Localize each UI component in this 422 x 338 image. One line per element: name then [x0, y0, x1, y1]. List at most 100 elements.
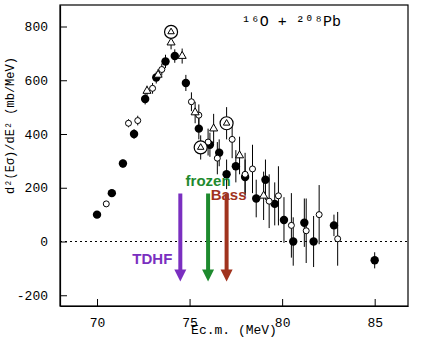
point [93, 210, 101, 218]
tick: 70 [90, 299, 106, 331]
point [214, 155, 220, 161]
point [232, 162, 240, 170]
zero-line [60, 241, 408, 242]
tick-label: 85 [367, 316, 383, 331]
point [370, 256, 378, 264]
tick-label: 200 [25, 181, 48, 196]
tick-mark [97, 299, 98, 306]
point [135, 118, 141, 124]
arrow-shaft [225, 194, 229, 272]
tick-label: 80 [275, 316, 291, 331]
point [303, 228, 309, 234]
data-layer [60, 25, 408, 281]
arrow-head [202, 270, 214, 282]
point [154, 70, 162, 77]
tick-label: 0 [40, 235, 48, 250]
point [250, 166, 256, 172]
point [220, 117, 233, 130]
arrow [174, 194, 186, 282]
point [330, 221, 338, 229]
point [188, 99, 194, 105]
plot-frame [60, 5, 408, 306]
tick: 85 [367, 299, 383, 331]
point [275, 193, 281, 199]
tick-mark [282, 299, 283, 306]
point [335, 236, 341, 242]
arrow-head [221, 270, 233, 282]
point [288, 222, 294, 228]
tick: 800 [25, 20, 67, 35]
plot: 70758085-2000200400600800TDHFfrozenBass [17, 5, 409, 331]
point [141, 95, 149, 103]
tick-label: 600 [25, 74, 48, 89]
marker-ring [194, 141, 207, 154]
tick-mark [60, 188, 67, 189]
point [119, 159, 127, 167]
series [143, 36, 268, 220]
marker-core [168, 28, 174, 34]
series [165, 25, 234, 159]
chart: 70758085-2000200400600800TDHFfrozenBass¹… [0, 0, 422, 338]
tick-mark [60, 80, 67, 81]
marker-core [197, 144, 203, 150]
point [150, 85, 156, 91]
marker-ring [220, 117, 233, 130]
tick-mark [60, 295, 67, 296]
tick-label: 400 [25, 128, 48, 143]
point [229, 136, 235, 142]
x-axis-label: Ec.m. (MeV) [191, 323, 277, 338]
arrow [202, 194, 214, 282]
tick: 400 [25, 128, 67, 143]
point [171, 52, 179, 60]
annotation-label: Bass [211, 186, 247, 203]
arrow-head [174, 270, 186, 282]
tick: 600 [25, 74, 67, 89]
point [289, 237, 297, 245]
point [261, 175, 269, 183]
tick: 80 [275, 299, 291, 331]
point [316, 212, 322, 218]
point [236, 151, 244, 158]
point [210, 124, 218, 131]
point [103, 201, 109, 207]
point [159, 67, 165, 73]
marker-core [223, 120, 229, 126]
y-axis-label: d²(Eσ)/dE² (mb/MeV) [4, 57, 18, 194]
point [194, 141, 207, 154]
point [280, 216, 288, 224]
y-axis: -200 0 200 400 600 800 [17, 6, 67, 307]
arrow-shaft [178, 194, 182, 272]
tick-mark [375, 299, 376, 306]
point [143, 86, 151, 93]
axis-line [60, 6, 61, 307]
tick: 0 [40, 235, 67, 250]
annotation-label: TDHF [132, 250, 172, 267]
point [167, 38, 175, 45]
tick-label: 800 [25, 20, 48, 35]
point [108, 189, 116, 197]
point [191, 108, 199, 115]
point [266, 198, 272, 204]
point [130, 130, 138, 138]
axis-line [61, 306, 409, 307]
point [300, 218, 308, 226]
point [125, 120, 131, 126]
series [103, 64, 340, 266]
point [309, 237, 317, 245]
title: ¹⁶O + ²⁰⁸Pb [242, 14, 341, 31]
point [242, 171, 248, 177]
tick-mark [190, 299, 191, 306]
tick-mark [60, 27, 67, 28]
series [93, 49, 379, 268]
tick: -200 [17, 289, 67, 304]
tick-label: -200 [17, 289, 48, 304]
point [182, 79, 190, 87]
arrow [221, 194, 233, 282]
tick-label: 70 [90, 316, 106, 331]
annotations: TDHFfrozenBass [132, 172, 246, 267]
arrow-shaft [206, 194, 210, 272]
point [165, 25, 178, 38]
point [161, 57, 169, 65]
tick: 200 [25, 181, 67, 196]
point [178, 51, 186, 58]
